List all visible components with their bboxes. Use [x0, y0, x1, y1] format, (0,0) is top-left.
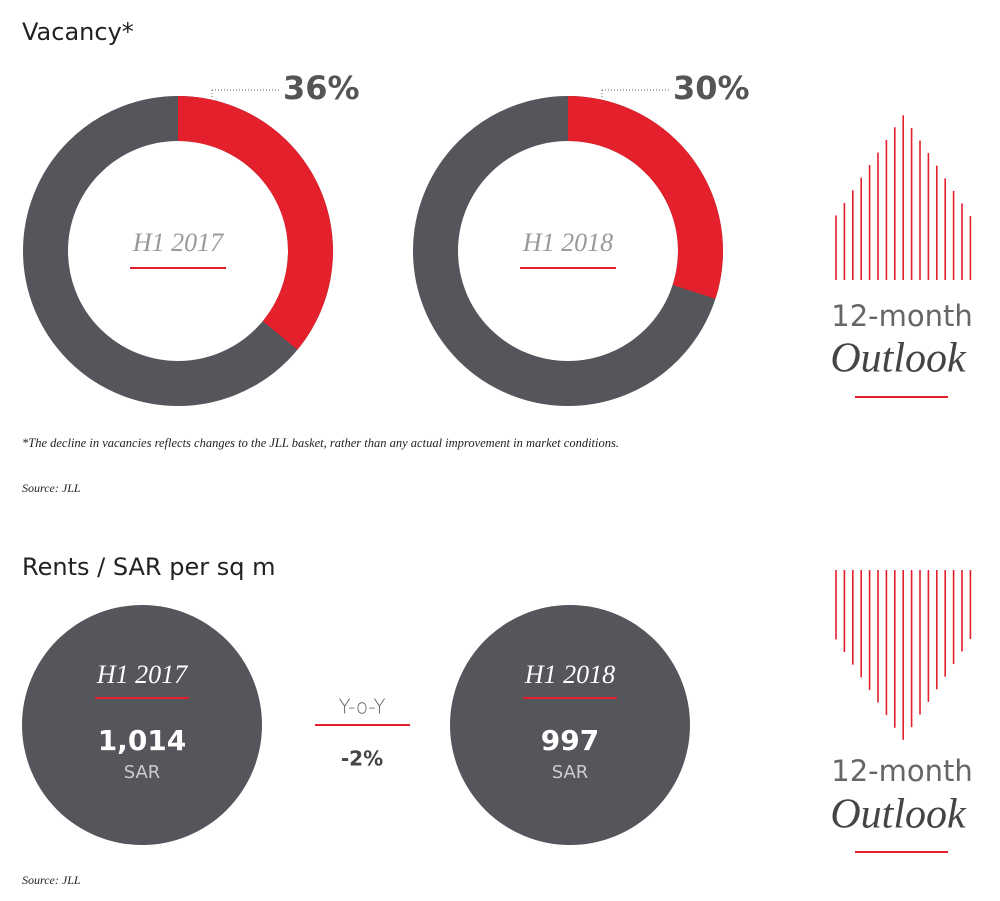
change-label: Y-o-Y [338, 695, 385, 719]
outlook-label: 12-month [831, 754, 973, 788]
period: H1 2017 [96, 660, 188, 689]
source: Source: JLL [22, 481, 81, 495]
rent-value: 1,014 [98, 724, 187, 757]
outlook-label: 12-month [831, 299, 973, 333]
unit: SAR [124, 762, 161, 783]
rent-value: 997 [541, 724, 599, 757]
donut-center-label: H1 2017 [132, 228, 224, 257]
outlook-label: Outlook [830, 336, 967, 382]
donut-center-label: H1 2018 [522, 228, 613, 257]
footnote: *The decline in vacancies reflects chang… [22, 436, 619, 450]
donut-segment [178, 96, 333, 350]
period: H1 2018 [524, 660, 615, 689]
change: -2% [341, 747, 383, 771]
outlook-label: Outlook [830, 792, 967, 838]
section-title: Vacancy* [22, 18, 134, 46]
rent-circle [450, 605, 690, 845]
value-label: 36% [283, 69, 360, 107]
unit: SAR [552, 762, 589, 783]
section-title: Rents / SAR per sq m [22, 553, 275, 581]
value-label: 30% [673, 69, 750, 107]
donut-segment [568, 96, 723, 299]
rent-circle [22, 605, 262, 845]
source: Source: JLL [22, 873, 81, 887]
